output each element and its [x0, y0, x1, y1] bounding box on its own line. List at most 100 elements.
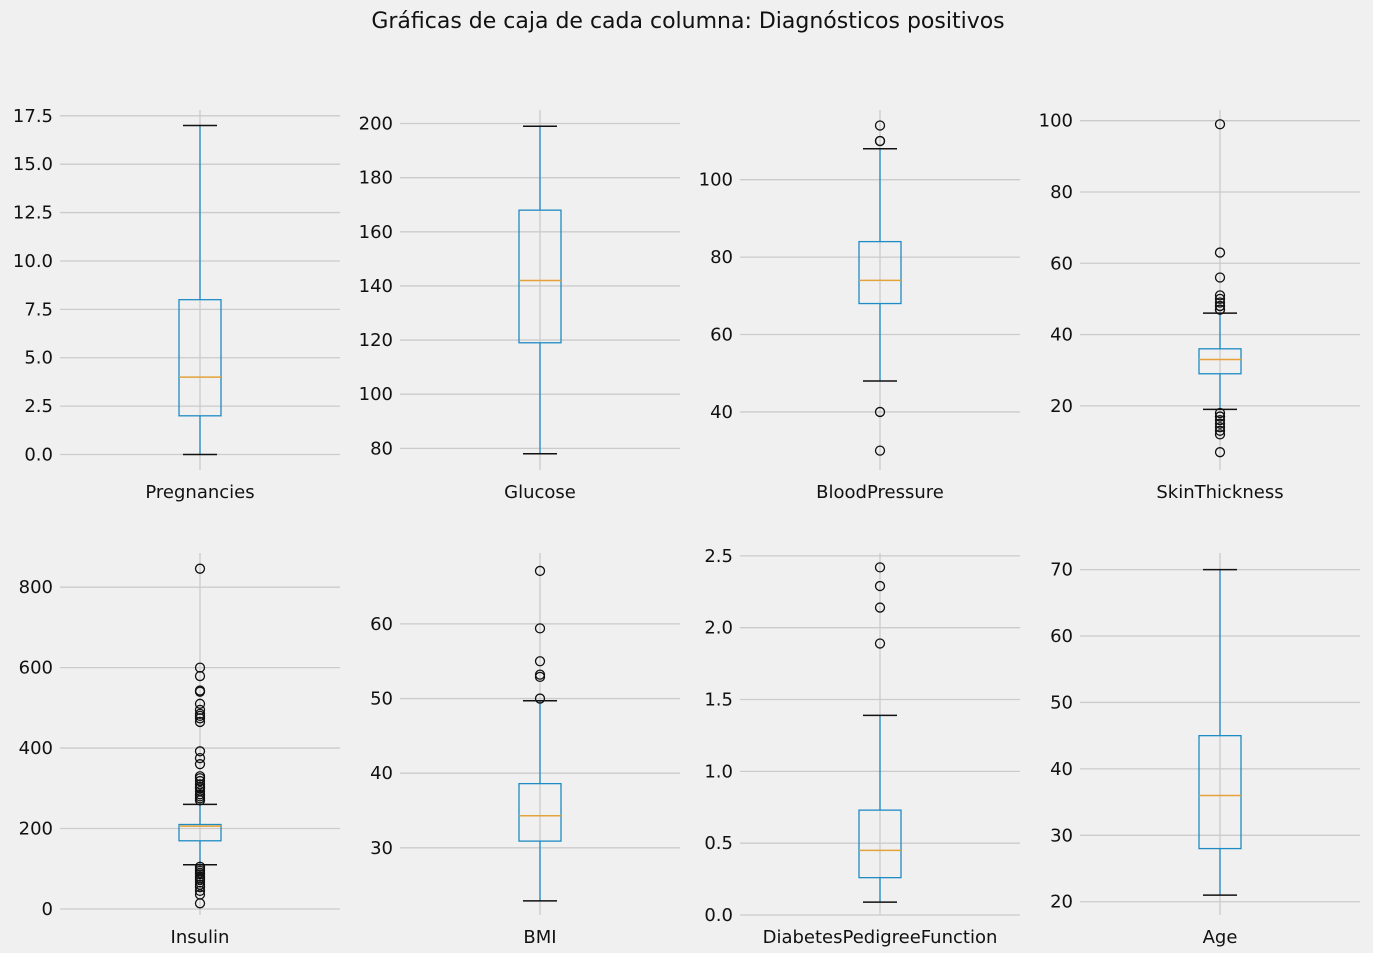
iqr-box: [858, 240, 902, 305]
y-tick-label: 100: [1039, 111, 1073, 132]
y-tick-label: 800: [19, 577, 53, 598]
iqr-box: [1198, 348, 1242, 375]
x-tick-label: Pregnancies: [145, 482, 254, 503]
panel-insulin: 0 200 400 600 800 Insulin: [19, 553, 340, 948]
outlier-point: [874, 135, 886, 147]
iqr-box: [518, 782, 562, 842]
y-tick-label: 60: [710, 325, 733, 346]
y-tick-label: 140: [359, 276, 393, 297]
iqr-box: [1198, 735, 1242, 850]
y-tick-label: 2.5: [24, 396, 53, 417]
y-tick-label: 7.5: [24, 299, 53, 320]
outlier-point: [534, 669, 546, 680]
outlier-point: [194, 779, 206, 790]
panel-bloodpressure: 40 60 80 100 BloodPressure: [699, 110, 1020, 503]
y-tick-label: 2.0: [704, 618, 733, 639]
outlier-point: [1214, 119, 1226, 130]
outlier-point: [194, 708, 206, 720]
y-tick-label: 0.5: [704, 833, 733, 854]
y-tick-label: 70: [1050, 560, 1073, 581]
x-tick-label: Age: [1203, 927, 1238, 948]
outlier-point: [534, 565, 546, 577]
outlier-point: [1214, 304, 1226, 315]
outlier-point: [1214, 272, 1226, 283]
y-tick-label: 80: [710, 247, 733, 268]
x-tick-label: BloodPressure: [816, 482, 944, 503]
y-tick-label: 40: [1050, 759, 1073, 780]
panel-pregnancies: 0.0 2.5 5.0 7.5 10.0 12.5 15.0 17.5 Pregnancies: [13, 106, 340, 503]
y-tick-label: 80: [1050, 182, 1073, 203]
y-tick-label: 0.0: [24, 445, 53, 466]
outlier-point: [194, 563, 206, 574]
x-tick-label: DiabetesPedigreeFunction: [763, 927, 998, 948]
outlier-point: [1214, 290, 1226, 301]
iqr-box: [178, 823, 222, 842]
outlier-point: [194, 775, 206, 787]
x-tick-label: SkinThickness: [1156, 482, 1283, 503]
y-tick-label: 1.5: [704, 690, 733, 711]
outlier-point: [1214, 429, 1226, 440]
y-tick-label: 400: [19, 738, 53, 759]
y-tick-label: 17.5: [13, 106, 53, 127]
outlier-point: [194, 662, 206, 673]
outlier-point: [194, 704, 206, 716]
outlier-point: [874, 580, 886, 592]
outlier-point: [194, 759, 206, 770]
outlier-point: [874, 120, 886, 131]
y-tick-label: 160: [359, 222, 393, 243]
outlier-point: [874, 562, 886, 573]
outlier-point: [194, 889, 206, 900]
y-tick-label: 10.0: [13, 251, 53, 272]
y-tick-label: 20: [1050, 396, 1073, 417]
iqr-box: [178, 299, 222, 417]
y-tick-label: 0.0: [704, 905, 733, 926]
outlier-point: [534, 656, 546, 667]
outlier-point: [1214, 247, 1226, 258]
panel-diabetespedigreefunction: 0.0 0.5 1.0 1.5 2.0 2.5 DiabetesPedigreeFuncti…: [704, 546, 1020, 948]
y-tick-label: 60: [1050, 626, 1073, 647]
outlier-point: [194, 746, 206, 757]
y-tick-label: 200: [19, 819, 53, 840]
outlier-point: [194, 771, 206, 782]
y-tick-label: 30: [370, 838, 393, 859]
y-tick-label: 100: [359, 384, 393, 405]
y-tick-label: 40: [370, 763, 393, 784]
y-tick-label: 80: [370, 438, 393, 459]
iqr-box: [858, 809, 902, 879]
outlier-point: [534, 623, 546, 634]
outlier-point: [1214, 300, 1226, 312]
y-tick-label: 180: [359, 168, 393, 189]
outlier-point: [1214, 418, 1226, 429]
x-tick-label: Insulin: [171, 927, 230, 948]
y-tick-label: 2.5: [704, 546, 733, 567]
outlier-point: [874, 638, 886, 649]
outlier-point: [1214, 422, 1226, 433]
y-tick-label: 100: [699, 170, 733, 191]
outlier-point: [1214, 297, 1226, 308]
y-tick-label: 60: [1050, 253, 1073, 274]
outlier-point: [874, 445, 886, 456]
x-tick-label: BMI: [523, 927, 556, 948]
outlier-point: [1214, 411, 1226, 422]
y-tick-label: 50: [1050, 692, 1073, 713]
outlier-point: [194, 789, 206, 800]
iqr-box: [518, 209, 562, 344]
y-tick-label: 20: [1050, 892, 1073, 913]
y-tick-label: 12.5: [13, 203, 53, 224]
outlier-point: [874, 406, 886, 418]
panel-skinthickness: 20 40 60 80 100 SkinThickness: [1039, 110, 1360, 503]
outlier-point: [194, 716, 206, 728]
y-tick-label: 600: [19, 658, 53, 679]
y-tick-label: 40: [710, 402, 733, 423]
panel-age: 20 30 40 50 60 70 Age: [1050, 553, 1360, 948]
panel-glucose: 80 100 120 140 160 180 200 Glucose: [359, 110, 680, 503]
y-tick-label: 0: [42, 899, 53, 920]
figure-title: Gráficas de caja de cada columna: Diagnó…: [371, 9, 1004, 34]
y-tick-label: 200: [359, 114, 393, 135]
outlier-point: [1214, 425, 1226, 436]
outlier-point: [194, 785, 206, 797]
y-tick-label: 60: [370, 614, 393, 635]
y-tick-label: 120: [359, 330, 393, 351]
outlier-point: [1214, 407, 1226, 419]
